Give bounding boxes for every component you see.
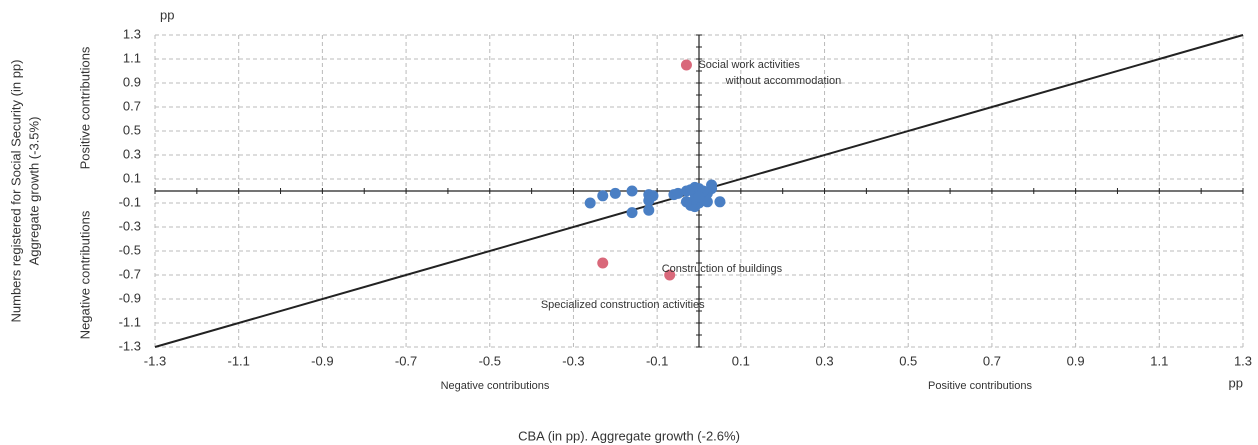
x-tick-label: 0.3	[815, 353, 833, 368]
y-unit: pp	[160, 7, 174, 22]
point	[701, 196, 713, 208]
point	[714, 196, 726, 208]
x-tick-label: 0.5	[899, 353, 917, 368]
point	[680, 196, 692, 208]
point	[672, 187, 684, 199]
point	[597, 257, 609, 269]
x-tick-label: -1.3	[144, 353, 166, 368]
y-tick-label: -0.7	[119, 266, 141, 281]
point	[597, 190, 609, 202]
point	[643, 195, 655, 207]
y-negative-label: Negative contributions	[77, 210, 92, 339]
x-axis-label: CBA (in pp). Aggregate growth (-2.6%)	[518, 428, 740, 443]
point	[706, 179, 718, 191]
y-tick-label: -0.5	[119, 242, 141, 257]
point	[609, 187, 621, 199]
point	[693, 191, 705, 203]
y-tick-label: 0.1	[123, 170, 141, 185]
y-tick-label: -0.9	[119, 290, 141, 305]
y-tick-label: -0.3	[119, 218, 141, 233]
x-tick-label: 1.3	[1234, 353, 1252, 368]
x-unit: pp	[1229, 375, 1243, 390]
annotation: Specialized construction activities	[541, 299, 705, 311]
x-tick-label: -0.3	[562, 353, 584, 368]
y-axis-label: Numbers registered for Social Security (…	[8, 60, 23, 323]
annotation: Construction of buildings	[662, 263, 783, 275]
y-tick-label: 0.7	[123, 98, 141, 113]
x-tick-label: 1.1	[1150, 353, 1168, 368]
point	[664, 269, 676, 281]
x-tick-label: -1.1	[227, 353, 249, 368]
x-tick-label: 0.1	[732, 353, 750, 368]
y-tick-label: 0.5	[123, 122, 141, 137]
annotation: Social work activities without accommodat…	[698, 59, 841, 87]
point	[680, 59, 692, 71]
x-tick-label: -0.1	[646, 353, 668, 368]
point	[643, 204, 655, 216]
y-tick-label: 0.9	[123, 74, 141, 89]
y-axis-label: Aggregate growth (-3.5%)	[26, 117, 41, 266]
point	[626, 185, 638, 197]
point	[626, 207, 638, 219]
y-tick-label: 1.3	[123, 26, 141, 41]
x-tick-label: 0.7	[983, 353, 1001, 368]
point	[584, 197, 596, 209]
x-tick-label: -0.9	[311, 353, 333, 368]
y-positive-label: Positive contributions	[77, 46, 92, 169]
y-tick-label: -1.3	[119, 338, 141, 353]
y-tick-label: -0.1	[119, 194, 141, 209]
y-tick-label: 0.3	[123, 146, 141, 161]
x-tick-label: -0.5	[479, 353, 501, 368]
x-tick-label: -0.7	[395, 353, 417, 368]
x-positive-label: Positive contributions	[928, 380, 1032, 392]
x-tick-label: 0.9	[1067, 353, 1085, 368]
y-tick-label: 1.1	[123, 50, 141, 65]
y-tick-label: -1.1	[119, 314, 141, 329]
x-negative-label: Negative contributions	[441, 380, 550, 392]
